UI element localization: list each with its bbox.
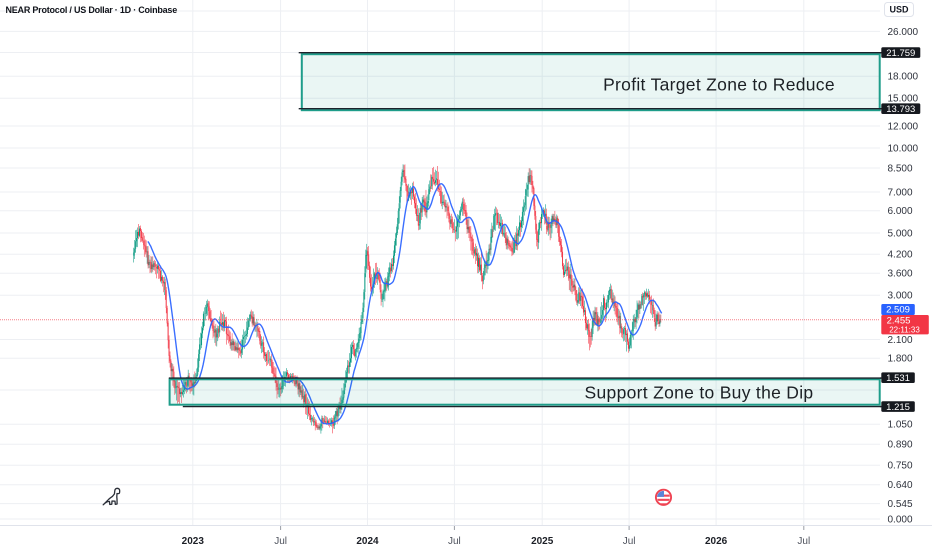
svg-text:2.509: 2.509 — [886, 305, 910, 316]
svg-text:2024: 2024 — [356, 536, 379, 547]
svg-text:6.000: 6.000 — [888, 206, 913, 217]
svg-text:4.200: 4.200 — [888, 250, 913, 261]
svg-text:Jul: Jul — [623, 536, 636, 547]
svg-text:15.000: 15.000 — [888, 94, 919, 105]
svg-text:13.793: 13.793 — [886, 104, 915, 115]
svg-text:0.750: 0.750 — [888, 461, 913, 472]
svg-text:NEAR Protocol / US Dollar · 1D: NEAR Protocol / US Dollar · 1D · Coinbas… — [6, 5, 178, 15]
svg-text:7.000: 7.000 — [888, 187, 913, 198]
svg-text:0.890: 0.890 — [888, 440, 913, 451]
svg-text:12.000: 12.000 — [888, 121, 919, 132]
svg-text:2026: 2026 — [705, 536, 728, 547]
svg-text:1.800: 1.800 — [888, 354, 913, 365]
svg-text:0.545: 0.545 — [888, 499, 913, 510]
svg-text:0.640: 0.640 — [888, 480, 913, 491]
svg-text:18.000: 18.000 — [888, 72, 919, 83]
svg-text:1.215: 1.215 — [886, 402, 910, 413]
svg-text:8.500: 8.500 — [888, 163, 913, 174]
svg-text:2025: 2025 — [531, 536, 554, 547]
svg-text:21.759: 21.759 — [886, 48, 915, 59]
svg-text:22:11:33: 22:11:33 — [889, 325, 920, 334]
svg-text:Support Zone to Buy the Dip: Support Zone to Buy the Dip — [585, 383, 814, 403]
svg-text:2.100: 2.100 — [888, 335, 913, 346]
svg-text:2023: 2023 — [182, 536, 205, 547]
svg-text:Profit Target Zone to Reduce: Profit Target Zone to Reduce — [603, 75, 835, 95]
svg-text:1.050: 1.050 — [888, 420, 913, 431]
svg-text:USD: USD — [889, 4, 909, 14]
svg-text:Jul: Jul — [448, 536, 461, 547]
svg-text:2.455: 2.455 — [887, 315, 911, 326]
svg-text:26.000: 26.000 — [888, 27, 919, 38]
svg-text:5.000: 5.000 — [888, 228, 913, 239]
svg-text:1.531: 1.531 — [886, 373, 910, 384]
svg-text:3.000: 3.000 — [888, 291, 913, 302]
svg-text:3.600: 3.600 — [888, 269, 913, 280]
svg-text:10.000: 10.000 — [888, 143, 919, 154]
svg-text:0.000: 0.000 — [888, 514, 913, 525]
svg-text:Jul: Jul — [797, 536, 810, 547]
svg-text:Jul: Jul — [274, 536, 287, 547]
